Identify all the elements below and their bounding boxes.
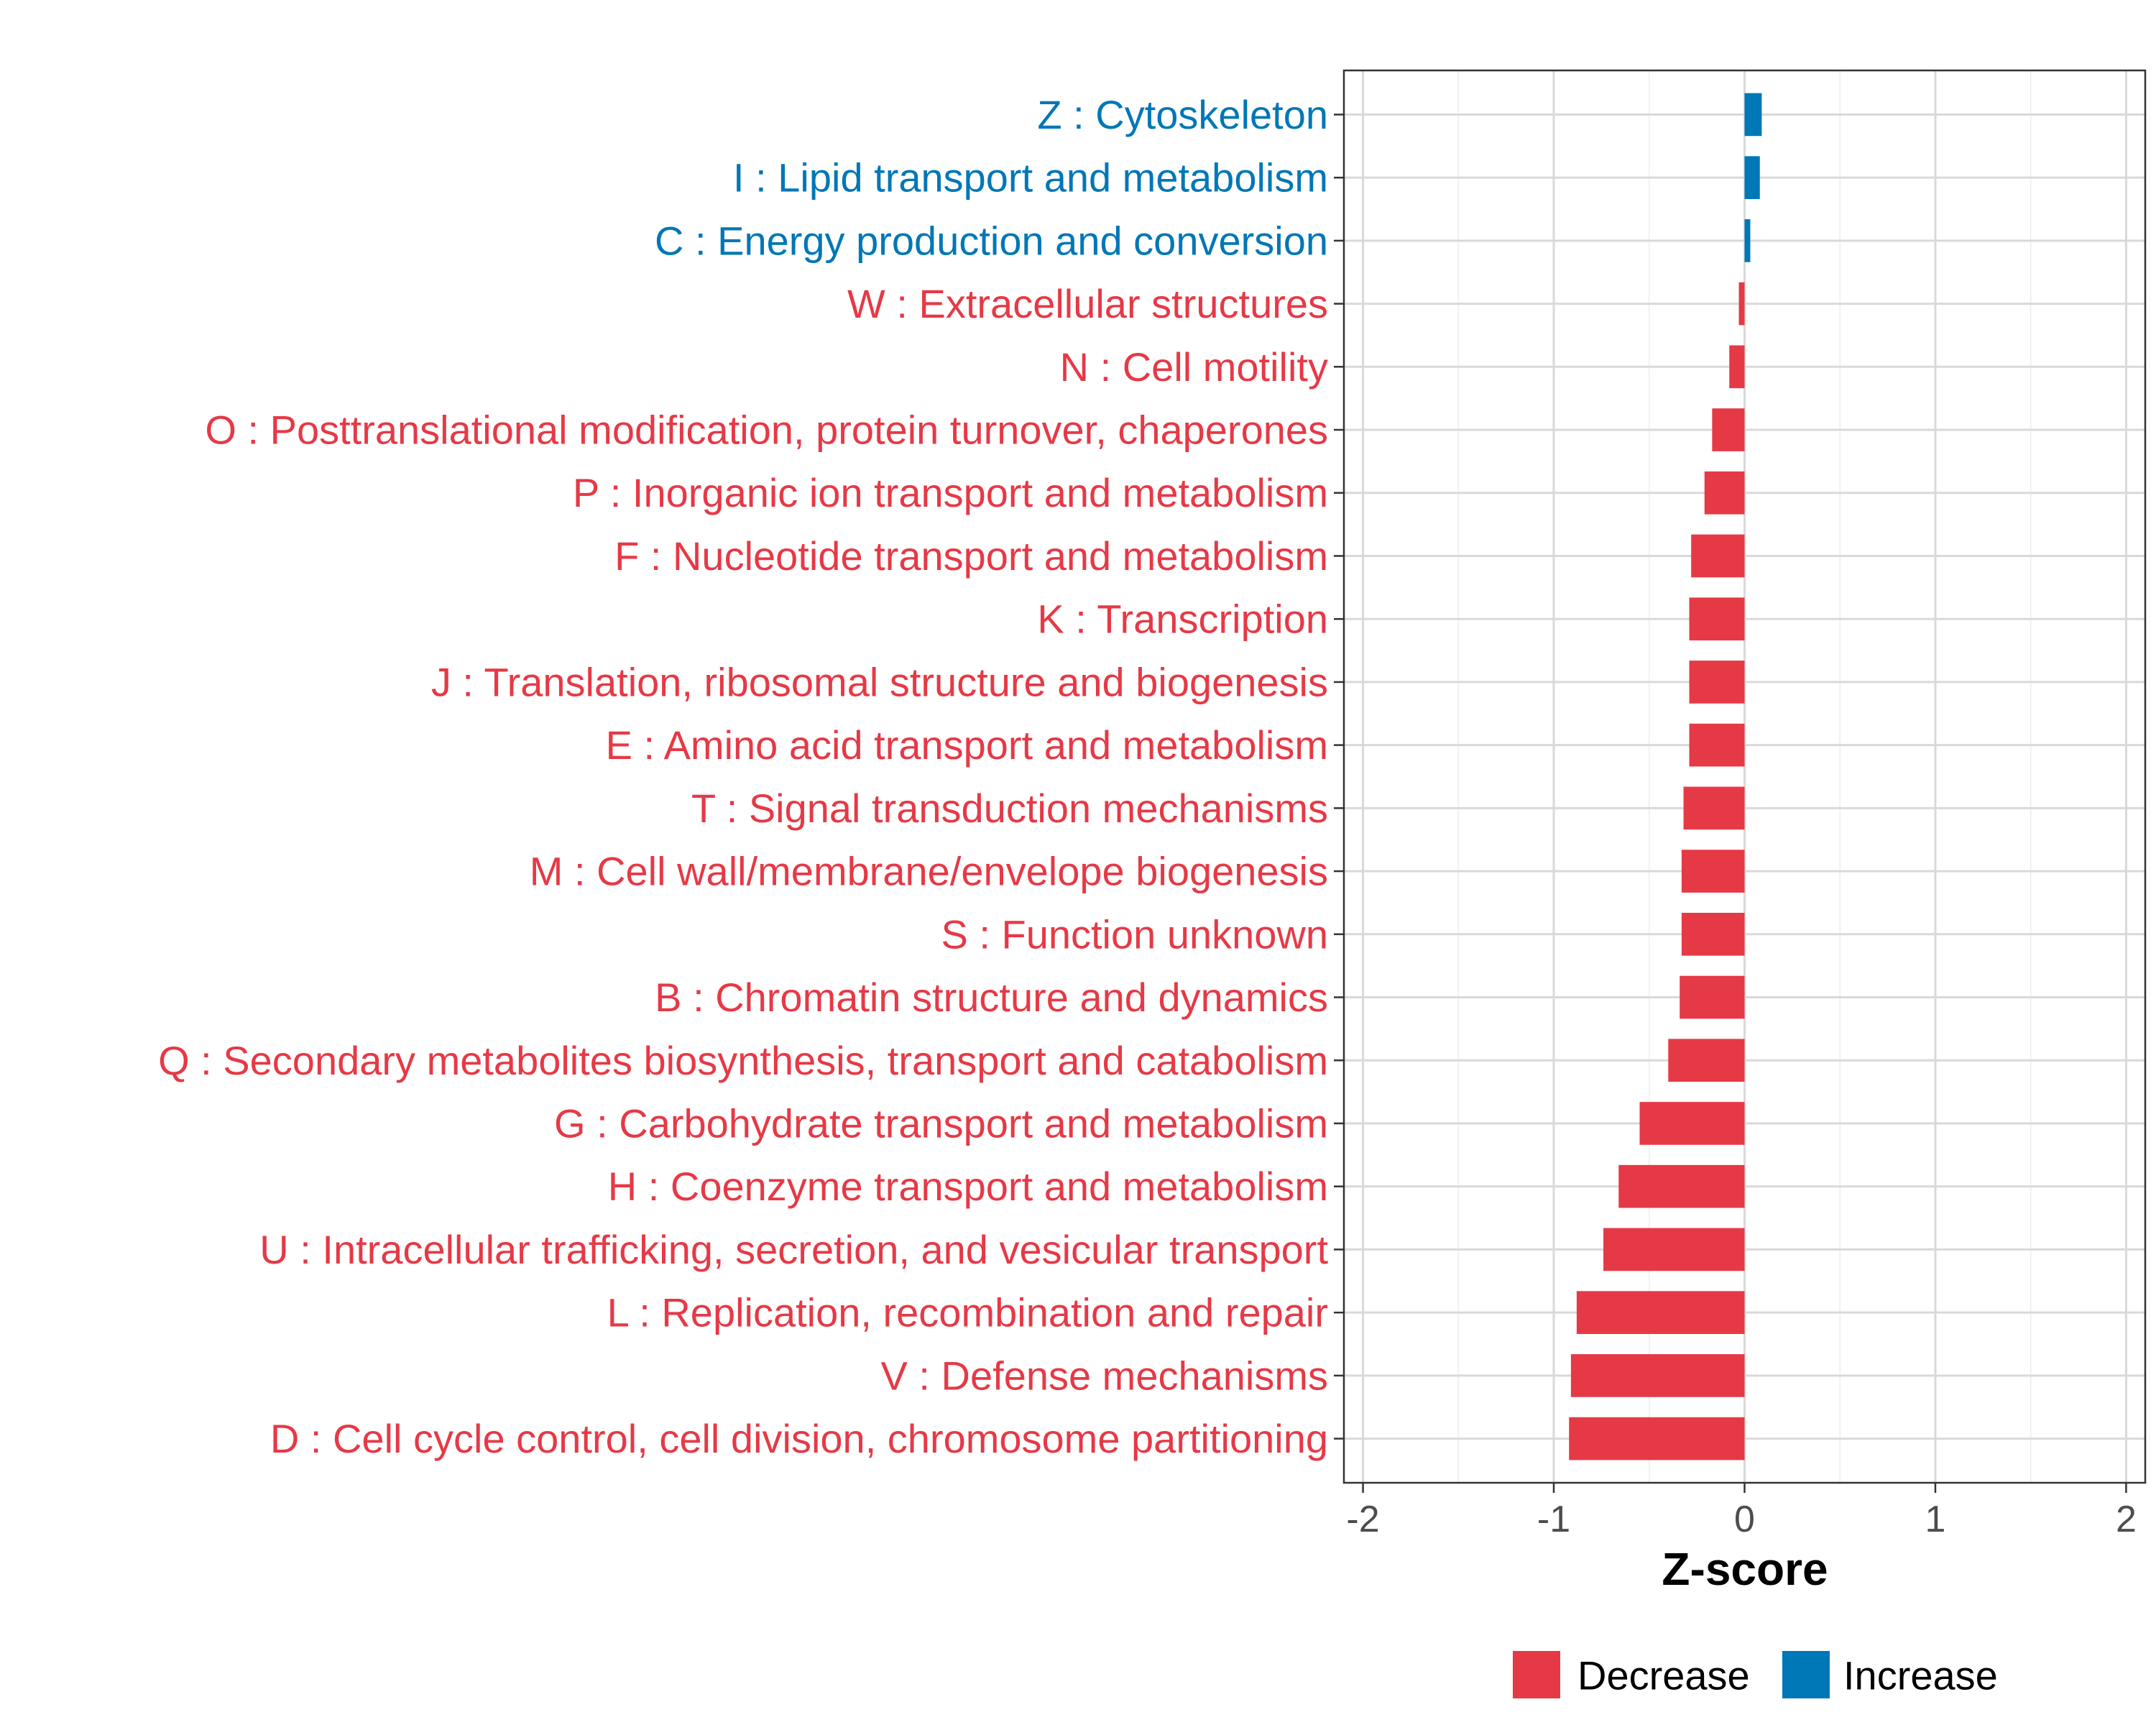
category-label: S : Function unknown: [941, 911, 1328, 957]
legend-label-increase: Increase: [1843, 1653, 1998, 1698]
bar: [1570, 1354, 1745, 1397]
category-label: J : Translation, ribosomal structure and…: [431, 659, 1328, 704]
bar: [1744, 219, 1751, 262]
x-tick-label: 0: [1734, 1499, 1755, 1540]
bar: [1738, 282, 1745, 326]
bar: [1689, 723, 1745, 767]
legend-swatch-increase: [1782, 1651, 1830, 1698]
category-labels: Z : Cytoskeleton I : Lipid transport and …: [158, 92, 1328, 1461]
category-label: L : Replication, recombination and repai…: [607, 1290, 1328, 1335]
category-label: O : Posttranslational modification, prot…: [205, 408, 1328, 453]
category-label: F : Nucleotide transport and metabolism: [614, 533, 1328, 579]
x-tick-label: 2: [2116, 1499, 2137, 1540]
x-tick-label: -1: [1537, 1499, 1570, 1540]
x-axis-title: Z-score: [1662, 1543, 1828, 1595]
bar: [1712, 408, 1745, 451]
bar: [1603, 1228, 1745, 1271]
bar: [1639, 1102, 1745, 1145]
bar: [1744, 156, 1760, 199]
bar: [1729, 345, 1745, 389]
category-label: T : Signal transduction mechanisms: [691, 786, 1328, 831]
bar: [1691, 534, 1745, 578]
category-label: G : Carbohydrate transport and metabolis…: [554, 1100, 1328, 1146]
legend-label-decrease: Decrease: [1577, 1653, 1750, 1698]
category-label: E : Amino acid transport and metabolism: [606, 722, 1328, 768]
category-label: C : Energy production and conversion: [655, 218, 1328, 263]
category-label: K : Transcription: [1037, 597, 1328, 642]
bar: [1576, 1291, 1745, 1334]
x-tick-label: -2: [1346, 1499, 1379, 1540]
bars: [1569, 93, 1762, 1460]
category-label: D : Cell cycle control, cell division, c…: [270, 1416, 1328, 1461]
legend-swatch-decrease: [1513, 1651, 1560, 1698]
bar: [1668, 1039, 1745, 1082]
category-label: W : Extracellular structures: [847, 281, 1328, 326]
category-label: Q : Secondary metabolites biosynthesis, …: [158, 1038, 1328, 1083]
category-label: N : Cell motility: [1060, 344, 1328, 390]
bar: [1618, 1164, 1745, 1208]
bar: [1704, 471, 1745, 515]
bar: [1680, 975, 1745, 1019]
bar: [1683, 786, 1745, 830]
category-label: Z : Cytoskeleton: [1037, 92, 1328, 137]
category-label: H : Coenzyme transport and metabolism: [608, 1164, 1328, 1209]
legend: Decrease Increase: [1513, 1651, 1998, 1698]
category-label: M : Cell wall/membrane/envelope biogenes…: [530, 849, 1328, 894]
bar: [1689, 597, 1745, 641]
bar: [1689, 661, 1745, 704]
bar: [1681, 912, 1745, 956]
bar: [1681, 850, 1745, 893]
bar: [1744, 93, 1762, 137]
bar: [1569, 1417, 1745, 1460]
category-label: B : Chromatin structure and dynamics: [655, 975, 1328, 1020]
category-label: U : Intracellular trafficking, secretion…: [259, 1227, 1328, 1272]
category-label: V : Defense mechanisms: [881, 1353, 1328, 1398]
y-axis-ticks: [1334, 114, 1344, 1440]
category-label: P : Inorganic ion transport and metaboli…: [573, 470, 1328, 515]
x-tick-label: 1: [1925, 1499, 1946, 1540]
category-label: I : Lipid transport and metabolism: [733, 155, 1328, 201]
x-axis-ticks: -2 -1 0 1 2: [1346, 1483, 2137, 1540]
